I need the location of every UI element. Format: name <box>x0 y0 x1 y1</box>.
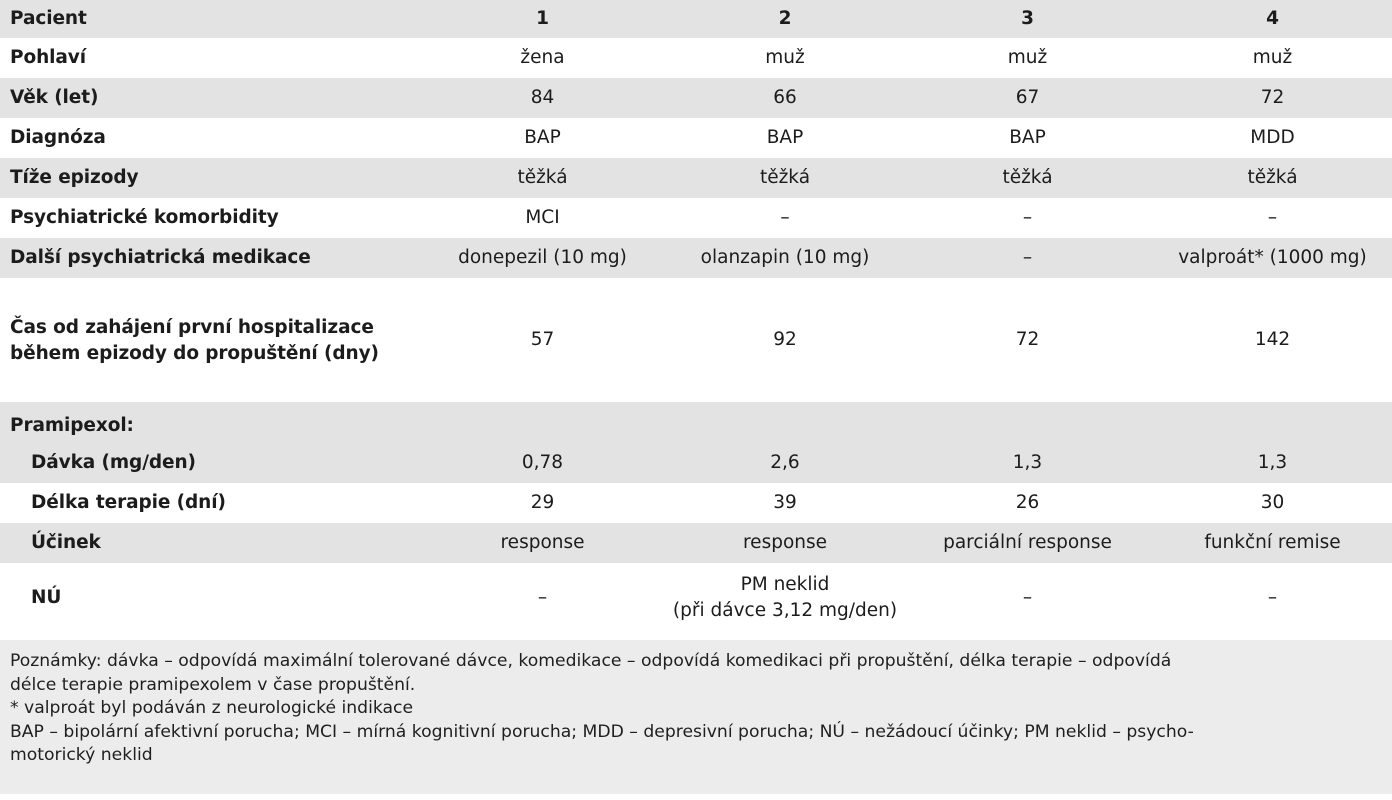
table-row: Další psychiatrická medikace donepezil (… <box>0 238 1392 278</box>
cell: 72 <box>1260 87 1285 108</box>
cell: těžká <box>517 167 568 188</box>
section-label: Pramipexol: <box>10 414 134 436</box>
cell: žena <box>520 47 565 68</box>
row-label: Délka terapie (dní) <box>31 492 226 513</box>
cell: muž <box>1007 47 1048 68</box>
cell: response <box>742 532 828 553</box>
cell: 29 <box>530 492 555 513</box>
row-label: Psychiatrické komorbidity <box>10 207 279 228</box>
section-row: Pramipexol: <box>0 402 1392 443</box>
table-row: Délka terapie (dní) 29 39 26 30 <box>0 483 1392 523</box>
cell: – <box>1022 587 1033 608</box>
row-label: Pohlaví <box>10 47 86 68</box>
table-row: Dávka (mg/den) 0,78 2,6 1,3 1,3 <box>0 443 1392 483</box>
cell: PM neklid (při dávce 3,12 mg/den) <box>670 563 900 633</box>
cell: – <box>537 587 548 608</box>
cell: parciální response <box>943 532 1112 553</box>
cell: 30 <box>1260 492 1285 513</box>
cell: těžká <box>1002 167 1053 188</box>
cell: 1,3 <box>1012 452 1043 473</box>
cell: olanzapin (10 mg) <box>700 247 870 268</box>
cell: 84 <box>530 87 555 108</box>
cell: 72 <box>1015 329 1040 350</box>
row-label-line-2: během epizody do propuštění (dny) <box>10 343 379 364</box>
cell: MDD <box>1250 127 1295 148</box>
cell-line-1: PM neklid <box>740 574 830 595</box>
row-label: Účinek <box>31 532 101 553</box>
cell: muž <box>1252 47 1293 68</box>
cell: BAP <box>1009 127 1046 148</box>
table-row: Tíže epizody těžká těžká těžká těžká <box>0 158 1392 198</box>
table-notes: Poznámky: dávka – odpovídá maximální tol… <box>0 640 1392 794</box>
cell: donepezil (10 mg) <box>458 247 627 268</box>
cell: 1,3 <box>1257 452 1288 473</box>
cell: muž <box>765 47 805 68</box>
cell: funkční remise <box>1204 532 1341 553</box>
cell: 0,78 <box>521 452 564 473</box>
cell: – <box>1022 247 1033 268</box>
cell: 142 <box>1254 329 1291 350</box>
notes-line-2: délce terapie pramipexolem v čase propuš… <box>10 674 416 695</box>
cell: MCI <box>525 207 560 228</box>
header-col-2: 2 <box>778 8 792 29</box>
row-label: Tíže epizody <box>10 167 139 188</box>
notes-line-3: * valproát byl podáván z neurologické in… <box>10 698 414 718</box>
table-row: Účinek response response parciální respo… <box>0 523 1392 563</box>
cell: 67 <box>1015 87 1040 108</box>
cell: 2,6 <box>770 452 800 473</box>
table-row: Čas od zahájení první hospitalizace běhe… <box>0 278 1392 402</box>
cell: – <box>1267 587 1278 608</box>
cell: těžká <box>759 167 811 188</box>
cell: BAP <box>766 127 804 148</box>
cell: valproát* (1000 mg) <box>1178 247 1367 268</box>
table-row: Diagnóza BAP BAP BAP MDD <box>0 118 1392 158</box>
header-col-3: 3 <box>1021 8 1034 29</box>
row-label: Čas od zahájení první hospitalizace běhe… <box>0 313 440 367</box>
cell-line-2: (při dávce 3,12 mg/den) <box>672 600 898 621</box>
cell: response <box>500 532 585 553</box>
header-label: Pacient <box>10 8 87 29</box>
cell: – <box>780 207 790 228</box>
notes-line-4: BAP – bipolární afektivní porucha; MCI –… <box>10 721 1194 742</box>
cell: těžká <box>1247 167 1298 188</box>
row-label: NÚ <box>31 587 62 608</box>
cell: 39 <box>773 492 797 513</box>
cell: – <box>1267 207 1278 228</box>
cell: BAP <box>524 127 561 148</box>
table-row: Psychiatrické komorbidity MCI – – – <box>0 198 1392 238</box>
cell: – <box>1022 207 1033 228</box>
table-row: Věk (let) 84 66 67 72 <box>0 78 1392 118</box>
row-label: Další psychiatrická medikace <box>10 247 311 268</box>
table-row: NÚ – PM neklid (při dávce 3,12 mg/den) –… <box>0 563 1392 633</box>
header-col-1: 1 <box>536 8 549 29</box>
notes-line-5: motorický neklid <box>10 745 153 765</box>
notes-line-1: Poznámky: dávka – odpovídá maximální tol… <box>10 651 1172 671</box>
cell: 92 <box>773 329 797 350</box>
row-label: Věk (let) <box>10 87 99 108</box>
row-label: Dávka (mg/den) <box>31 452 196 473</box>
table-row: Pohlaví žena muž muž muž <box>0 38 1392 78</box>
row-label: Diagnóza <box>10 127 106 148</box>
cell: 57 <box>530 329 555 350</box>
row-label-line-1: Čas od zahájení první hospitalizace <box>10 317 374 338</box>
cell: 66 <box>773 87 797 108</box>
header-col-4: 4 <box>1266 8 1279 29</box>
table-header-row: Pacient 1 2 3 4 <box>0 0 1392 38</box>
cell: 26 <box>1015 492 1040 513</box>
bottom-divider <box>0 794 1392 800</box>
